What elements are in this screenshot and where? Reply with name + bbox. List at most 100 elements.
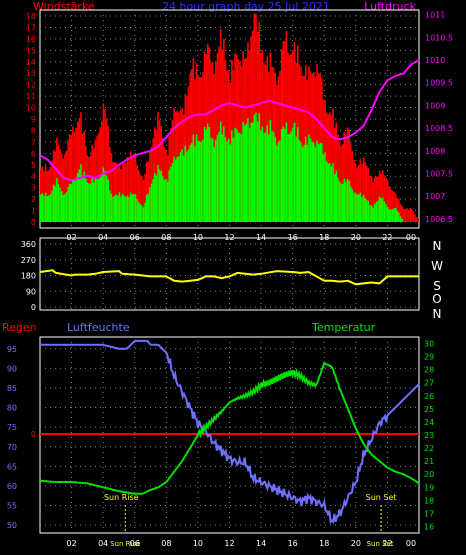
wind-gust-bar (104, 109, 106, 222)
temperature-tick-label: 30 (424, 340, 434, 349)
wind-avg-bar (279, 140, 281, 222)
wind-avg-bar (338, 181, 341, 222)
wind-tick-label: 3 (31, 184, 36, 193)
direction-tick-label: 90 (26, 287, 36, 296)
wind-avg-bar (170, 166, 172, 222)
wind-avg-bar (393, 208, 395, 222)
wind-avg-bar (253, 114, 256, 222)
wind-gust-bar (115, 162, 118, 222)
wind-avg-bar (208, 127, 211, 222)
x-tick-label: 12 (224, 233, 234, 242)
wind-avg-bar (44, 192, 47, 222)
wind-avg-bar (224, 136, 227, 222)
x-tick-label: 10 (193, 233, 203, 242)
wind-avg-bar (390, 209, 392, 222)
temperature-tick-label: 22 (424, 444, 434, 453)
wind-avg-bar (68, 183, 71, 222)
wind-tick-label: 8 (31, 126, 36, 135)
wind-avg-bar (231, 130, 233, 222)
wind-avg-bar (88, 183, 90, 222)
wind-avg-bar (327, 163, 330, 222)
sunset-axis-annotation: Sun Set (367, 540, 394, 548)
wind-avg-bar (54, 186, 57, 222)
wind-avg-bar (139, 204, 142, 222)
wind-avg-bar (48, 195, 50, 222)
wind-gust-bar (409, 207, 411, 222)
temperature-tick-label: 21 (424, 457, 434, 466)
wind-avg-bar (229, 144, 232, 222)
wind-avg-bar (125, 197, 127, 222)
wind-gust-bar (142, 180, 145, 222)
wind-avg-bar (128, 196, 130, 222)
wind-avg-bar (192, 134, 195, 222)
wind-avg-bar (329, 163, 331, 222)
wind-avg-bar (366, 199, 368, 222)
wind-avg-bar (234, 127, 236, 222)
x-tick-label: 14 (256, 539, 266, 548)
sunrise-axis-annotation: Sun Rise (110, 540, 140, 548)
wind-tick-label: 5 (31, 161, 36, 170)
wind-avg-bar (332, 163, 334, 222)
x-tick-label: 18 (319, 539, 329, 548)
wind-gust-bar (117, 167, 119, 222)
wind-avg-bar (218, 131, 220, 222)
wind-gust-bar (404, 209, 407, 222)
wind-avg-bar (272, 132, 275, 222)
pressure-series-line (39, 59, 420, 182)
wind-gust-bar (134, 154, 137, 222)
wind-avg-bar (186, 151, 188, 222)
wind-gust-bar (385, 177, 387, 222)
x-tick-label: 20 (351, 539, 361, 548)
wind-avg-bar (256, 121, 259, 222)
wind-gust-bar (144, 173, 146, 222)
wind-tick-label: 14 (26, 58, 36, 67)
wind-avg-bar (353, 192, 355, 222)
wind-avg-bar (168, 170, 171, 222)
sunrise-annotation: Sun Rise (104, 493, 139, 502)
wind-gust-bar (70, 135, 73, 222)
wind-avg-bar (205, 129, 208, 222)
wind-avg-bar (324, 152, 326, 222)
wind-avg-bar (354, 192, 357, 222)
wind-avg-bar (49, 194, 52, 222)
wind-avg-bar (351, 189, 354, 222)
wind-gust-bar (349, 142, 352, 222)
wind-gust-bar (128, 160, 130, 222)
wind-avg-bar (359, 192, 362, 222)
wind-avg-bar (76, 172, 79, 222)
wind-avg-bar (269, 119, 272, 222)
wind-tick-label: 12 (26, 81, 36, 90)
pressure-tick-label: 1007 (425, 192, 445, 201)
wind-gust-bar (351, 151, 354, 222)
pressure-tick-label: 1008 (425, 147, 445, 156)
wind-avg-bar (91, 178, 93, 222)
wind-avg-bar (271, 130, 273, 222)
temperature-tick-label: 19 (424, 483, 434, 492)
wind-avg-bar (197, 140, 199, 222)
wind-avg-bar (157, 164, 159, 222)
wind-gust-bar (102, 103, 105, 222)
wind-gust-bar (359, 158, 362, 222)
wind-avg-bar (261, 126, 264, 222)
humidity-tick-label: 55 (7, 502, 17, 511)
wind-avg-bar (357, 194, 360, 222)
wind-avg-bar (361, 196, 363, 222)
wind-gust-bar (110, 153, 113, 222)
wind-avg-bar (189, 145, 191, 222)
wind-avg-bar (391, 209, 394, 222)
wind-gust-bar (137, 170, 140, 222)
wind-avg-bar (263, 132, 265, 222)
wind-gust-bar (133, 154, 135, 222)
wind-tick-label: 2 (31, 195, 36, 204)
wind-avg-bar (56, 178, 58, 222)
wind-avg-bar (377, 200, 379, 222)
wind-avg-bar (343, 178, 346, 222)
wind-avg-bar (335, 170, 338, 222)
wind-avg-bar (340, 183, 342, 222)
humidity-tick-label: 75 (7, 423, 17, 432)
pressure-tick-label: 1006.5 (425, 215, 453, 224)
wind-avg-bar (96, 178, 98, 222)
humidity-tick-label: 70 (7, 443, 17, 452)
wind-avg-bar (232, 137, 235, 222)
wind-avg-bar (237, 132, 240, 222)
